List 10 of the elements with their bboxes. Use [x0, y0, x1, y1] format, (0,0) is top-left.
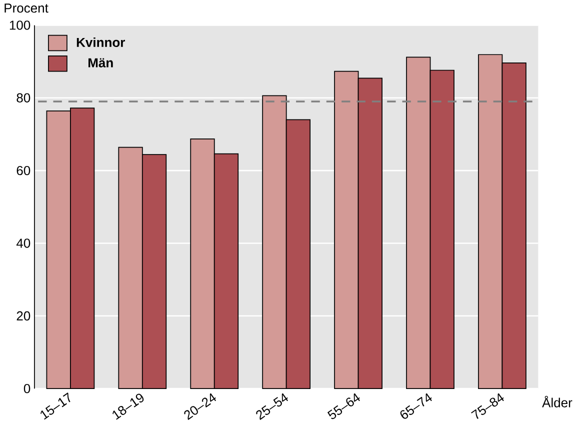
- y-tick-label: 60: [16, 166, 30, 175]
- y-tick-label: 20: [16, 311, 30, 320]
- x-axis-title: Ålder: [542, 396, 572, 408]
- legend-label: Kvinnor: [76, 37, 125, 47]
- y-tick-label: 100: [10, 20, 30, 30]
- y-tick-label: 0: [24, 384, 30, 393]
- y-axis-title: Procent: [4, 3, 48, 12]
- y-tick-label: 80: [16, 93, 30, 102]
- y-tick-label: 40: [16, 238, 30, 248]
- legend-label: Män: [88, 58, 113, 68]
